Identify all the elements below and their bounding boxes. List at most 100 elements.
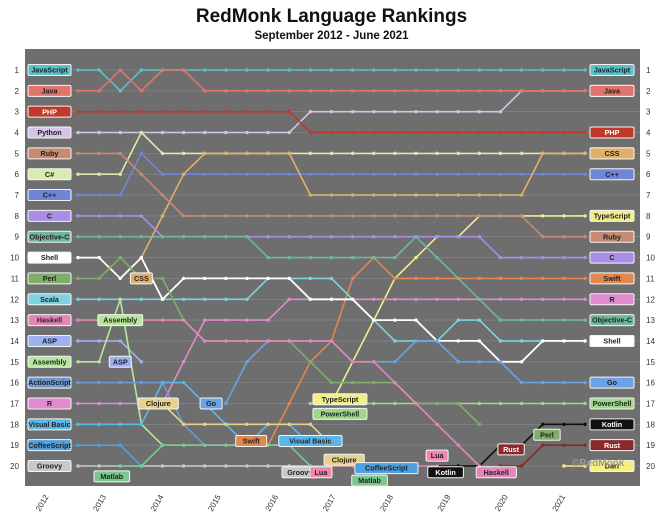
point-javascript-9 bbox=[266, 68, 270, 72]
point-objective-c-0 bbox=[76, 235, 80, 239]
point-haskell-5 bbox=[181, 318, 186, 322]
x-tick-2019: 2019 bbox=[436, 493, 453, 513]
series-points bbox=[76, 68, 587, 468]
y-tick-right-9: 9 bbox=[646, 233, 651, 242]
point-powershell-19 bbox=[477, 401, 482, 406]
svg-text:PHP: PHP bbox=[42, 107, 57, 116]
chart-title: RedMonk Language Rankings bbox=[195, 6, 468, 27]
point-clojure-11 bbox=[308, 422, 313, 427]
svg-text:Matlab: Matlab bbox=[358, 476, 381, 485]
y-tick-left-2: 2 bbox=[15, 87, 20, 96]
point-java-9 bbox=[266, 89, 270, 93]
point-objective-c-12 bbox=[329, 255, 334, 260]
point-c--23 bbox=[562, 172, 566, 176]
point-shell-9 bbox=[266, 276, 270, 281]
point-c-22 bbox=[541, 255, 545, 260]
point-c-21 bbox=[519, 255, 524, 260]
point-javascript-18 bbox=[456, 68, 460, 72]
svg-text:C++: C++ bbox=[605, 170, 619, 179]
start-label-haskell: Haskell bbox=[27, 314, 72, 327]
point-shell-3 bbox=[139, 255, 144, 260]
svg-text:Assembly: Assembly bbox=[103, 316, 137, 325]
point-java-16 bbox=[414, 89, 418, 93]
x-tick-2013: 2013 bbox=[91, 493, 108, 513]
point-objective-c-5 bbox=[181, 235, 186, 239]
point-go-20 bbox=[498, 360, 503, 364]
point-haskell-13 bbox=[350, 360, 355, 364]
point-actionscript-3 bbox=[139, 380, 144, 385]
point-objective-c-13 bbox=[350, 255, 355, 260]
inline-label-8: PowerShell bbox=[312, 407, 368, 420]
end-label-kotlin: Kotlin bbox=[589, 418, 635, 431]
point-css-5 bbox=[181, 172, 186, 176]
svg-text:Groovy: Groovy bbox=[37, 462, 62, 471]
point-perl-12 bbox=[329, 380, 334, 385]
point-haskell-10 bbox=[287, 339, 291, 343]
point-asp-2 bbox=[118, 339, 122, 343]
point-javascript-22 bbox=[541, 68, 545, 72]
point-scala-3 bbox=[139, 297, 144, 301]
point-swift-23 bbox=[562, 276, 566, 281]
point-haskell-18 bbox=[456, 443, 460, 447]
point-c--22 bbox=[541, 172, 545, 176]
y-tick-right-3: 3 bbox=[646, 108, 651, 117]
point-php-7 bbox=[224, 109, 228, 114]
y-tick-right-6: 6 bbox=[646, 170, 651, 179]
point-go-16 bbox=[414, 339, 418, 343]
point-c--3 bbox=[139, 130, 144, 135]
svg-text:JavaScript: JavaScript bbox=[594, 66, 631, 75]
point-python-14 bbox=[372, 109, 376, 114]
point-assembly-2 bbox=[118, 297, 122, 301]
point-assembly-0 bbox=[76, 360, 80, 364]
point-css-15 bbox=[393, 193, 397, 197]
point-c--4 bbox=[160, 172, 165, 176]
y-tick-right-18: 18 bbox=[646, 420, 655, 429]
end-label-c: C bbox=[589, 251, 635, 264]
series-line-asp bbox=[78, 340, 142, 363]
svg-text:Dart: Dart bbox=[605, 462, 620, 471]
series-line-swift bbox=[267, 256, 585, 446]
point-python-13 bbox=[350, 109, 355, 114]
point-php-0 bbox=[76, 109, 80, 114]
y-tick-left-3: 3 bbox=[15, 108, 20, 117]
point-java-15 bbox=[393, 89, 397, 93]
y-tick-right-15: 15 bbox=[646, 358, 655, 367]
y-tick-right-5: 5 bbox=[646, 149, 651, 158]
point-go-15 bbox=[393, 360, 397, 364]
x-tick-2018: 2018 bbox=[378, 493, 395, 513]
point-c--0 bbox=[76, 193, 80, 197]
start-label-coffeescript: CoffeeScript bbox=[27, 439, 72, 452]
point-php-5 bbox=[181, 109, 186, 114]
point-shell-4 bbox=[160, 297, 165, 301]
point-python-20 bbox=[498, 109, 503, 114]
point-ruby-10 bbox=[287, 214, 291, 218]
point-ruby-7 bbox=[224, 214, 228, 218]
point-r-5 bbox=[181, 360, 186, 364]
point-css-8 bbox=[245, 151, 249, 156]
point-visual-basic-5 bbox=[181, 380, 186, 385]
point-c-15 bbox=[393, 235, 397, 239]
point-java-21 bbox=[519, 89, 524, 93]
svg-text:Perl: Perl bbox=[43, 274, 57, 283]
point-shell-19 bbox=[477, 339, 482, 343]
end-label-shell: Shell bbox=[589, 334, 635, 347]
point-php-22 bbox=[541, 130, 545, 135]
point-javascript-15 bbox=[393, 68, 397, 72]
y-tick-left-11: 11 bbox=[11, 274, 20, 283]
point-haskell-8 bbox=[245, 339, 249, 343]
point-c--13 bbox=[350, 151, 355, 156]
point-groovy-1 bbox=[97, 464, 101, 468]
start-label-scala: Scala bbox=[27, 293, 72, 306]
start-label-visual-basic: Visual Basic bbox=[27, 418, 72, 431]
end-label-rust: Rust bbox=[589, 439, 635, 452]
x-tick-2016: 2016 bbox=[264, 493, 281, 513]
svg-text:TypeScript: TypeScript bbox=[322, 395, 359, 404]
y-tick-left-1: 1 bbox=[15, 66, 20, 75]
point-shell-11 bbox=[308, 297, 313, 301]
point-java-17 bbox=[435, 89, 439, 93]
inline-label-19: Matlab bbox=[93, 470, 131, 483]
start-label-actionscript: ActionScript bbox=[27, 376, 72, 389]
point-r-14 bbox=[372, 297, 376, 301]
y-tick-left-4: 4 bbox=[15, 129, 20, 138]
point-c--1 bbox=[97, 193, 101, 197]
